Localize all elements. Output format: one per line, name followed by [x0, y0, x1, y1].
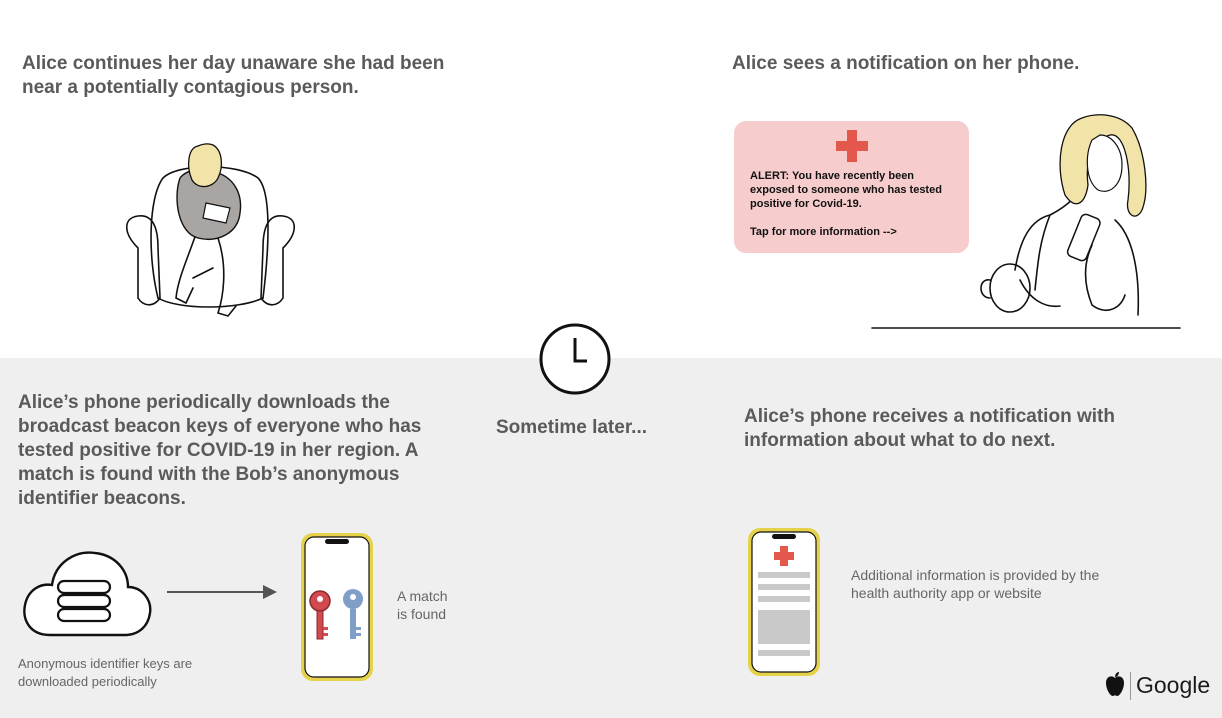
- alert-line-3: positive for Covid-19.: [750, 198, 862, 210]
- bottom-left-heading: Alice’s phone periodically downloads the…: [18, 392, 422, 509]
- blue-key-icon: [343, 589, 363, 639]
- alert-link[interactable]: Tap for more information -->: [750, 226, 897, 238]
- red-key-icon: [309, 590, 331, 640]
- alice-phone-illustration: [871, 114, 1181, 329]
- apple-icon: [1106, 672, 1124, 696]
- arrow-icon: [167, 585, 277, 599]
- cloud-database-icon: [23, 551, 152, 637]
- phone-with-keys: [301, 533, 373, 681]
- phone-with-info: [748, 528, 820, 676]
- info-caption: Additional information is provided by th…: [851, 566, 1099, 602]
- clock-icon: [539, 323, 611, 395]
- logo-separator: [1130, 672, 1131, 700]
- alert-line-1: ALERT: You have recently been: [750, 170, 915, 182]
- bottom-band: [0, 358, 1222, 718]
- download-caption: Anonymous identifier keys are downloaded…: [18, 655, 192, 691]
- download-caption-line-2: downloaded periodically: [18, 674, 157, 689]
- info-caption-line-2: health authority app or website: [851, 585, 1042, 601]
- red-cross-icon: [836, 130, 868, 162]
- alert-message: ALERT: You have recently been exposed to…: [750, 169, 965, 239]
- alert-line-2: exposed to someone who has tested: [750, 184, 942, 196]
- google-logo: Google: [1136, 672, 1211, 698]
- match-caption-line-1: A match: [397, 588, 448, 604]
- info-caption-line-1: Additional information is provided by th…: [851, 567, 1100, 583]
- download-caption-line-1: Anonymous identifier keys are: [18, 656, 193, 671]
- top-right-heading: Alice sees a notification on her phone.: [732, 53, 1080, 74]
- top-left-heading: Alice continues her day unaware she had …: [22, 53, 445, 98]
- bottom-right-heading: Alice’s phone receives a notification wi…: [744, 406, 1115, 451]
- alert-notification-card[interactable]: ALERT: You have recently been exposed to…: [734, 121, 969, 253]
- red-cross-icon: [774, 546, 794, 566]
- alice-sitting-illustration: [125, 143, 296, 317]
- match-caption-line-2: is found: [397, 606, 447, 622]
- sometime-later-text: Sometime later...: [496, 417, 648, 438]
- match-caption: A match is found: [397, 587, 448, 623]
